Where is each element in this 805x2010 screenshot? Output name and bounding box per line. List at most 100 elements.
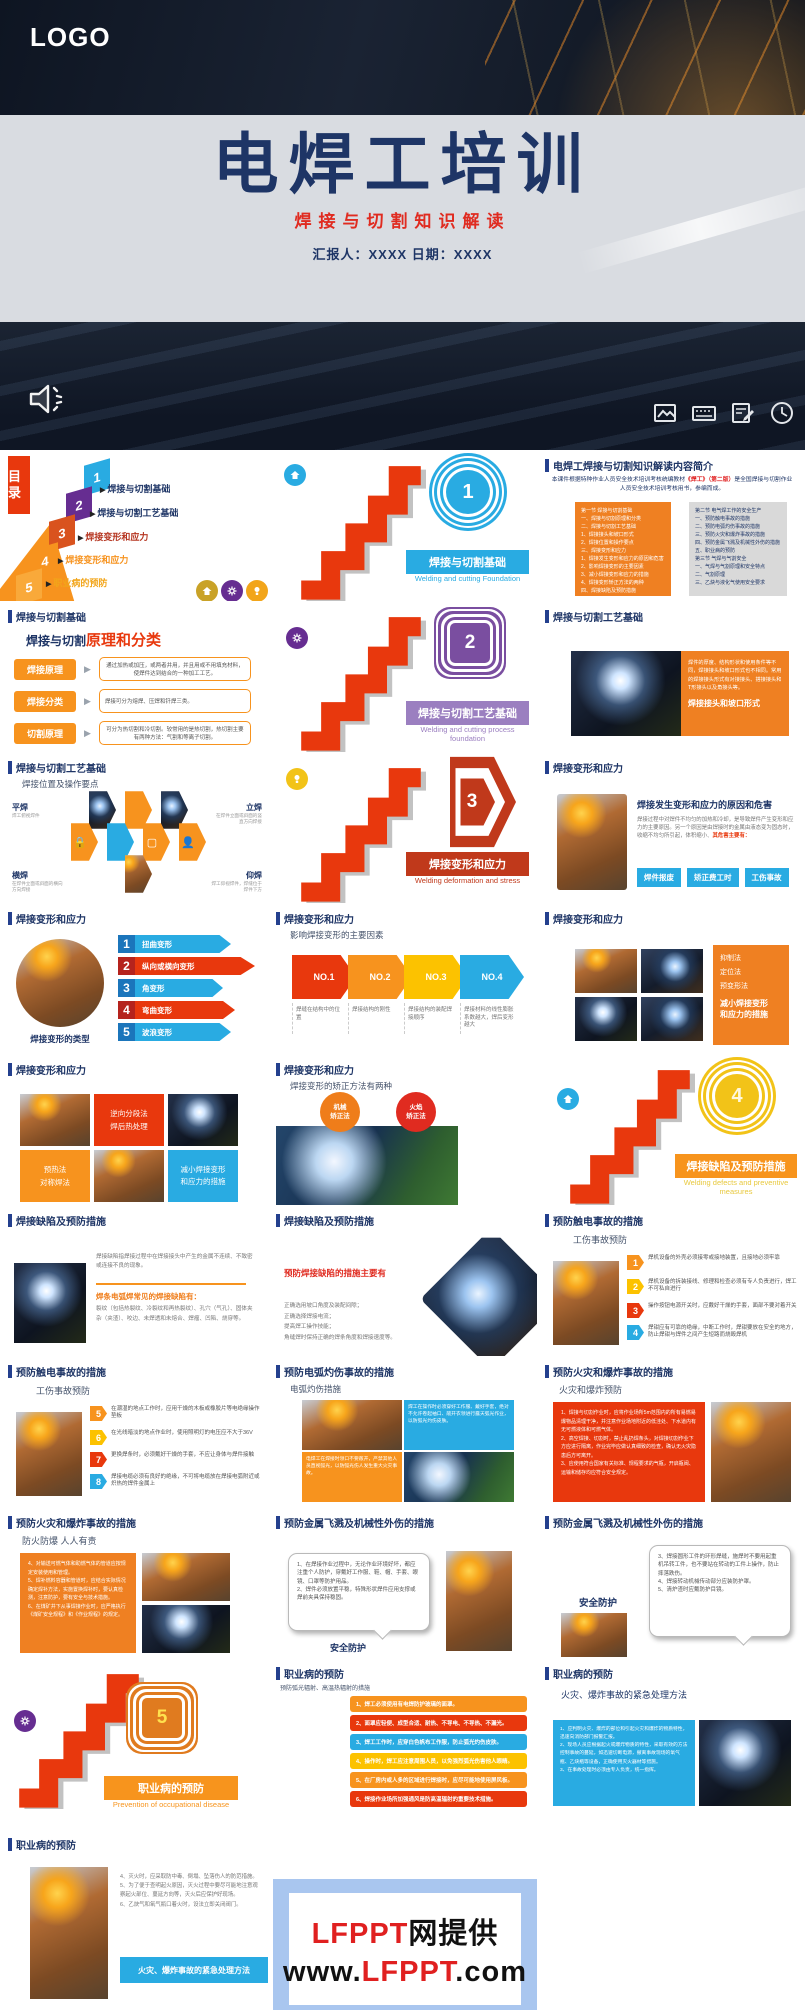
orange-text-box: 电焊工在焊接时领口不要敞开，严禁其他人员直视弧光，以防弧光伤人发生重大火灾事故。 <box>302 1452 402 1502</box>
slide-subtitle: 焊接变形的矫正方法有两种 <box>290 1081 393 1091</box>
triangle-bullet-icon: ▶ <box>78 535 84 542</box>
welding-photo <box>571 651 681 736</box>
factor-captions: 焊缝在结构中的位置 焊接结构的刚性 焊接结构的装配焊接顺序 焊接材料的线性膨胀系… <box>292 1003 520 1035</box>
slide-section-2[interactable]: 2 焊接与切割工艺基础 Welding and cutting process … <box>268 601 537 752</box>
banner-line-2: www.LFPPT.com <box>283 1955 527 1988</box>
header-accent-bar <box>276 912 280 925</box>
measure-bar: 2、面罩应轻便、成型合适、耐热、不导电、不导热、不漏光。 <box>350 1715 527 1731</box>
blue-steps-panel: 1、应判明火灾、爆炸的部位和引起火灾和爆炸的物质特性，迅速向消防部门报警汇报。 … <box>553 1720 695 1806</box>
slide-intro[interactable]: 电焊工焊接与切割知识解读内容简介 本课件根据特种作业人员安全技术培训考核统编教材… <box>537 450 805 601</box>
speaker-icon[interactable] <box>24 376 70 422</box>
header-accent-bar <box>8 761 12 774</box>
slide-subtitle: 预防弧光辐射、高温热辐射的措施 <box>280 1686 371 1692</box>
header-accent-bar <box>8 1365 12 1378</box>
notes-icon[interactable] <box>730 400 756 426</box>
home-icon[interactable] <box>557 1088 579 1110</box>
gear-icon[interactable] <box>14 1710 36 1732</box>
toc-item-1[interactable]: ▶ 焊接与切割基础 <box>100 484 171 494</box>
speech-bubble: 1、在焊接作业过程中，无论作业环境好坏，都应注重个人防护，穿戴好工作服、鞋、帽、… <box>288 1553 430 1631</box>
toc-item-3[interactable]: ▶ 焊接变形和应力 <box>78 532 149 542</box>
measure-item: 定位法 <box>720 969 741 976</box>
slide-header: 焊接与切割基础 <box>16 613 86 624</box>
bulb-icon[interactable] <box>246 580 268 601</box>
cover-title: 电焊工培训 <box>212 127 593 201</box>
slide-deformation-causes[interactable]: 焊接变形和应力 焊接发生变形和应力的原因和危害 焊接过程中对焊件不均匀的加热和冷… <box>537 752 805 903</box>
measure-bar: 4、操作时，焊工应注意周围人员，以免强烈弧光伤害他人眼睛。 <box>350 1753 527 1769</box>
slide-section-1[interactable]: 1 焊接与切割基础 Welding and cutting Foundation <box>268 450 537 601</box>
slide-method-tiles[interactable]: 焊接变形和应力 逆向分段法 焊后热处理 预热法 对称焊法 减小焊接变形 和应力的… <box>0 1054 268 1205</box>
slide-reduce-measures[interactable]: 焊接变形和应力 抑制法 定位法 预变形法 减小焊接变形 和应力的措施 <box>537 903 805 1054</box>
stair-ribbon-graphic <box>570 1070 695 1205</box>
slide-deformation-factors[interactable]: 焊接变形和应力 影响焊接变形的主要因素 NO.1 NO.2 NO.3 NO.4 … <box>268 903 537 1054</box>
toc-list-box-right: 第二节 电气焊工作的安全生产 一、预防触电事故的措施 二、预防电弧灼伤事故的措施… <box>689 502 787 596</box>
toc-item-5[interactable]: ▶ 职业病的预防 <box>46 578 108 588</box>
slide-shock-prevention-1[interactable]: 预防触电事故的措施 工伤事故预防 1 焊机设备的外壳必须接零或接地装置，且接地必须… <box>537 1205 805 1356</box>
corner-label-overhead: 仰焊 焊工仰视焊件，焊缝位于焊件下方 <box>211 871 262 892</box>
home-icon[interactable] <box>284 464 306 486</box>
slide-subtitle: 工伤事故预防 <box>36 1386 91 1396</box>
type-arrow: 5 波浪变形 <box>118 1023 255 1041</box>
slide-correction-methods[interactable]: 焊接变形和应力 焊接变形的矫正方法有两种 机械 矫正法 火焰 矫正法 <box>268 1054 537 1205</box>
banner-line-1: LFPPT网提供 <box>311 1917 499 1950</box>
prevention-title: 预防焊接缺陷的措施主要有 <box>284 1268 387 1278</box>
toc-item-2[interactable]: ▶ 焊接与切割工艺基础 <box>90 508 179 518</box>
slide-joints[interactable]: 焊接与切割工艺基础 焊件的厚度、结构形状和使用条件等不同，焊接接头和坡口形式也不… <box>537 601 805 752</box>
slide-toc[interactable]: 目录 1 2 3 4 5 ▶ 焊接与切割基础 ▶ 焊接与切割工艺基础 ▶ 焊接变形和应… <box>0 450 268 601</box>
emergency-button[interactable]: 火灾、爆炸事故的紧急处理方法 <box>120 1957 268 1983</box>
corner-label-vertical: 立焊 在焊件立面或斜面的竖直方向焊接 <box>216 803 262 824</box>
lfppt-banner[interactable]: LFPPT网提供 www.LFPPT.com <box>273 1879 537 2010</box>
header-accent-bar <box>545 610 549 623</box>
orange-text-panel: 焊件的厚度、结构形状和使用条件等不同，焊接接头和坡口形式也不相同。常用的焊接接头… <box>681 651 789 736</box>
slide-section-3[interactable]: 3 焊接变形和应力 Welding deformation and stress <box>268 752 537 903</box>
worker-photo <box>16 1412 82 1496</box>
tile-grid: 逆向分段法 焊后热处理 预热法 对称焊法 减小焊接变形 和应力的措施 <box>20 1094 238 1202</box>
photo <box>641 997 703 1041</box>
slide-grid: 目录 1 2 3 4 5 ▶ 焊接与切割基础 ▶ 焊接与切割工艺基础 ▶ 焊接变形和应… <box>0 450 805 2010</box>
slide-subtitle: 火灾、爆炸事故的紧急处理方法 <box>561 1690 688 1700</box>
slide-emergency-1[interactable]: 职业病的预防 火灾、爆炸事故的紧急处理方法 1、应判明火灾、爆炸的部位和引起火灾… <box>537 1658 805 1809</box>
slide-occupational-bars[interactable]: 职业病的预防 预防弧光辐射、高温热辐射的措施 1、焊工必须使用有电焊防护玻璃的面… <box>268 1658 537 1809</box>
toc-item-4[interactable]: ▶ 焊接变形和应力 <box>58 555 129 565</box>
numbered-item: 6 在光线暗淡的地点作业时，使用照明灯的电压应不大于36V <box>90 1430 262 1445</box>
slide-header: 预防火灾和爆炸事故的措施 <box>553 1368 673 1379</box>
principle-row: 焊接分类 ▶ 焊接可分为熔焊、压焊和钎焊三类。 <box>14 689 251 713</box>
quad-grid: 焊工在操作时必须穿好工作服、戴好手套，绝对不允许卷起袖口、敞开衣领进行露天弧光作… <box>302 1400 514 1502</box>
slide-deformation-types[interactable]: 焊接变形和应力 焊接变形的类型 1 扭曲变形 2 纵向或横向变形 3 角变形 4 弯曲变… <box>0 903 268 1054</box>
harm-chips: 焊件报废 矫正费工时 工伤事故 <box>637 868 789 887</box>
slide-header: 焊接变形和应力 <box>553 915 623 926</box>
header-accent-bar <box>276 1365 280 1378</box>
slide-positions[interactable]: 焊接与切割工艺基础 焊接位置及操作要点 🔒 ▢ 👤 平焊 焊工俯视焊件 立焊 在焊件… <box>0 752 268 903</box>
slide-principles[interactable]: 焊接与切割基础 焊接与切割原理和分类 焊接原理 ▶ 通过加热或加压，或两者并用，并且… <box>0 601 268 752</box>
factor-chevrons: NO.1 NO.2 NO.3 NO.4 <box>292 955 524 999</box>
slide-fire-prevention-1[interactable]: 预防火灾和爆炸事故的措施 火灾和爆炸预防 1、焊接与切割作业时，应将作业场所5m… <box>537 1356 805 1507</box>
bulb-icon[interactable] <box>286 768 308 790</box>
slide-defect-prevention[interactable]: 焊接缺陷及预防措施 预防焊接缺陷的措施主要有 正确选用坡口角度及装配间隙； 正确… <box>268 1205 537 1356</box>
slide-arc-burn[interactable]: 预防电弧灼伤事故的措施 电弧灼伤措施 焊工在操作时必须穿好工作服、戴好手套，绝对… <box>268 1356 537 1507</box>
slide-header: 焊接与切割工艺基础 <box>16 764 106 775</box>
home-icon[interactable] <box>196 580 218 601</box>
gallery-icon[interactable] <box>652 400 678 426</box>
section-title: 焊接缺陷及预防措施 <box>675 1154 797 1178</box>
slide-section-5[interactable]: 5 职业病的预防 Prevention of occupational dise… <box>0 1658 268 1809</box>
clock-icon[interactable] <box>769 400 795 426</box>
photo <box>575 949 637 993</box>
slide-defects[interactable]: 焊接缺陷及预防措施 焊接缺陷指焊接过程中在焊接接头中产生的金属不连续、不致密或连… <box>0 1205 268 1356</box>
header-accent-bar <box>545 912 549 925</box>
stair-ribbon-graphic <box>19 1674 144 1809</box>
gear-icon[interactable] <box>286 627 308 649</box>
photo <box>142 1605 230 1653</box>
arrow-icon: ▶ <box>84 695 91 706</box>
slide-subtitle: 火灾和爆炸预防 <box>559 1385 623 1395</box>
slide-spatter-1[interactable]: 预防金属飞溅及机械性外伤的措施 1、在焊接作业过程中，无论作业环境好坏，都应注重… <box>268 1507 537 1658</box>
gear-icon[interactable] <box>221 580 243 601</box>
slide-section-4[interactable]: 4 焊接缺陷及预防措施 Welding defects and preventi… <box>537 1054 805 1205</box>
keyboard-icon[interactable] <box>691 400 717 426</box>
slide-shock-prevention-2[interactable]: 预防触电事故的措施 工伤事故预防 5 在潮湿的地点工作时，应用干燥的木板或橡胶片等… <box>0 1356 268 1507</box>
defect-lead-in: 焊条电弧焊常见的焊接缺陷有： <box>96 1292 201 1301</box>
panel-bold-title: 焊接接头和坡口形式 <box>688 699 760 709</box>
slide-spatter-2[interactable]: 预防金属飞溅及机械性外伤的措施 安全防护 3、焊接圆形工件的环形焊缝，施焊时不要… <box>537 1507 805 1658</box>
slide-fire-prevention-2[interactable]: 预防火灾和爆炸事故的措施 防火防爆 人人有责 4、对输送可燃气体和助燃气体的管道… <box>0 1507 268 1658</box>
section-title: 焊接与切割工艺基础 <box>406 701 529 725</box>
slide-emergency-2[interactable]: 职业病的预防 4、灭火时，应采取防中毒、倒塌、坠落伤人的防范措施。 5、为了便于… <box>0 1809 268 2010</box>
numbered-item: 7 更换焊条时，必须戴好干燥的手套，不应让身体与焊件接触 <box>90 1452 262 1467</box>
